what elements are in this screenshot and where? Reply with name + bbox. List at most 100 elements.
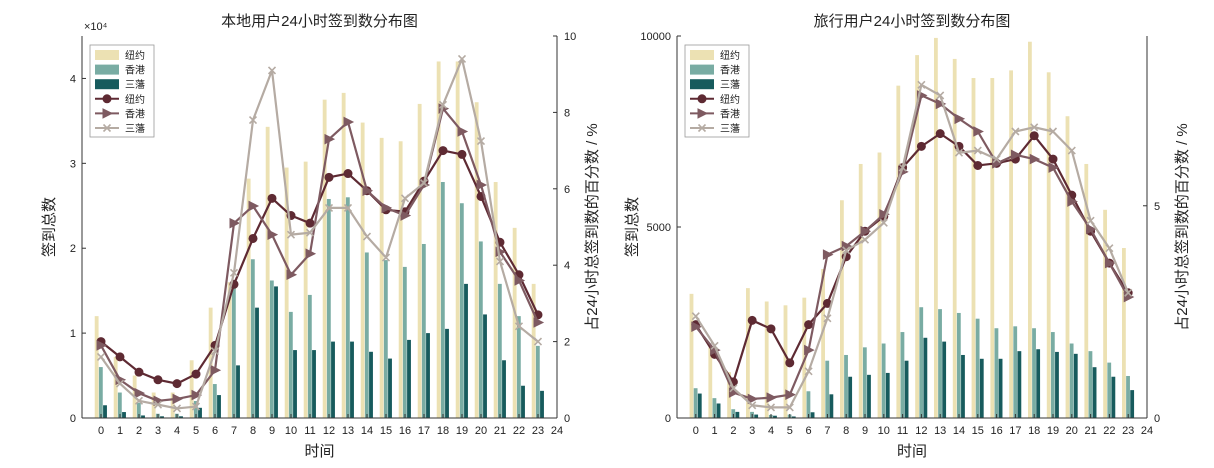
line-point	[1086, 223, 1097, 235]
y-tick-label: 4	[70, 73, 76, 85]
line-point	[495, 257, 505, 266]
legend-marker	[102, 108, 114, 119]
line-point	[134, 387, 146, 399]
series-line	[100, 57, 539, 410]
legend-label: 三藩	[125, 123, 145, 135]
x-tick-label: 10	[285, 425, 297, 437]
y-tick-label: 0	[70, 413, 76, 425]
line-point	[153, 375, 163, 385]
bar	[896, 85, 901, 418]
line-point	[476, 179, 488, 191]
x-tick-label: 8	[250, 425, 256, 437]
x-tick-label: 2	[136, 425, 142, 437]
y2-tick-label: 6	[564, 184, 570, 196]
y-tick-label: 2	[70, 243, 76, 255]
line-point	[438, 100, 448, 109]
bar	[265, 126, 270, 418]
bar	[877, 152, 882, 418]
legend-label: 三藩	[720, 79, 740, 91]
bar	[885, 372, 890, 418]
line-point	[785, 403, 794, 412]
line-point	[1067, 146, 1076, 155]
bar	[331, 341, 335, 418]
line-point	[785, 358, 795, 368]
line-point	[305, 248, 317, 260]
line-point	[343, 203, 353, 212]
bar	[531, 283, 536, 418]
legend-box	[684, 44, 750, 138]
legend-swatch-ny-bar	[95, 50, 119, 60]
line-point	[134, 367, 144, 377]
line-point	[1029, 153, 1041, 165]
line-point	[381, 202, 393, 214]
series-line	[100, 107, 540, 402]
x-axis-label: 时间	[897, 443, 927, 460]
line-point	[992, 155, 1001, 164]
bar	[417, 103, 422, 419]
legend-swatch-sf-bar	[95, 79, 119, 90]
bar	[952, 58, 957, 419]
line-point	[191, 369, 201, 379]
bar	[293, 350, 297, 418]
bar	[493, 182, 498, 418]
bar	[990, 78, 995, 419]
y-tick-label: 3	[70, 158, 76, 170]
bar	[858, 163, 863, 418]
line-point	[267, 193, 277, 203]
x-tick-label: 6	[212, 425, 218, 437]
line-point	[879, 218, 888, 227]
bar	[478, 241, 483, 418]
y2-tick-label: 10	[564, 31, 576, 43]
bar	[227, 282, 232, 418]
legend-label: 三藩	[720, 123, 740, 135]
bar	[303, 161, 308, 418]
line-point	[457, 126, 469, 137]
bar	[900, 332, 905, 418]
bar	[829, 394, 834, 418]
x-tick-label: 11	[304, 425, 315, 437]
bar	[341, 92, 346, 419]
bar	[459, 203, 464, 418]
line-point	[804, 320, 814, 330]
y-axis-label: 签到总数	[41, 197, 58, 257]
y2-axis-label: 占24小时总签到数的百分数 / %	[584, 123, 601, 331]
bar	[398, 141, 403, 419]
bar	[731, 409, 736, 418]
x-tick-label: 24	[1141, 425, 1153, 437]
bar	[113, 356, 118, 418]
bar	[426, 333, 430, 418]
bar	[255, 307, 259, 418]
bar	[502, 360, 506, 418]
line-point	[248, 115, 258, 125]
series-line	[100, 149, 539, 385]
series-line	[694, 132, 1130, 384]
bar	[933, 37, 938, 418]
x-tick-label: 10	[878, 425, 890, 437]
bar	[360, 122, 365, 418]
bar	[288, 311, 293, 418]
line-point	[935, 98, 947, 110]
bar	[919, 307, 924, 418]
line-point	[1086, 216, 1095, 225]
x-tick-label: 9	[269, 425, 275, 437]
line-point	[1011, 127, 1020, 136]
x-tick-label: 9	[862, 425, 868, 437]
line-point	[973, 126, 984, 137]
bar	[1130, 390, 1135, 418]
bar	[246, 178, 251, 418]
y2-tick-label: 5	[1154, 201, 1160, 213]
bar	[141, 415, 145, 418]
line-point	[766, 403, 776, 412]
line-point	[267, 66, 277, 75]
bar	[839, 200, 844, 418]
legend-marker	[102, 94, 112, 104]
y2-axis-label: 占24小时总签到数的百分数 / %	[1174, 123, 1191, 331]
bar	[862, 347, 867, 418]
x-tick-label: 6	[806, 425, 812, 437]
line-point	[476, 136, 486, 146]
bar	[474, 102, 479, 419]
line-point	[229, 268, 239, 277]
line-point	[710, 341, 719, 350]
bar	[998, 358, 1003, 418]
